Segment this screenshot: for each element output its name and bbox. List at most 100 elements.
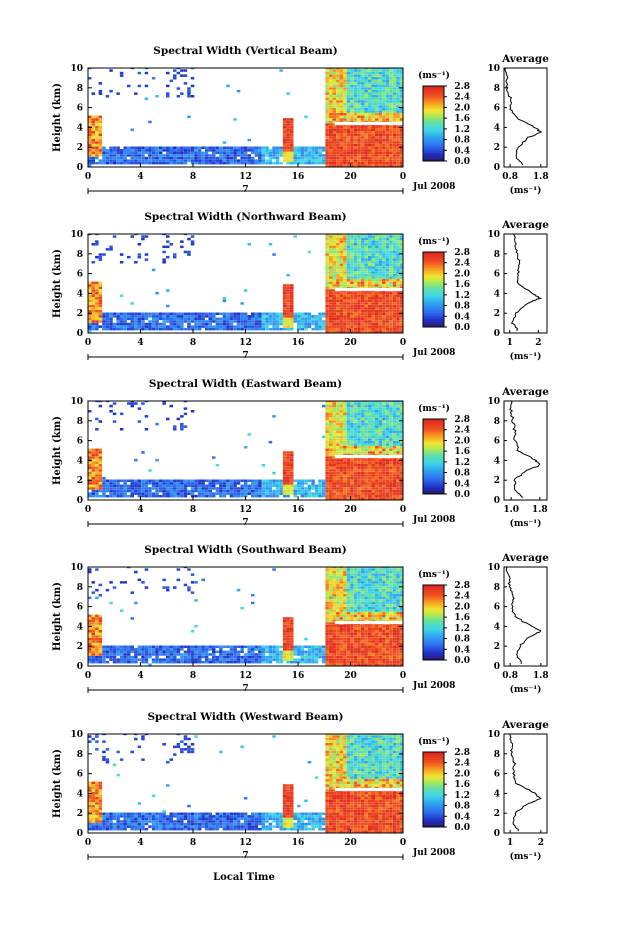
heatmap-cell bbox=[88, 302, 92, 305]
heatmap-cell bbox=[272, 327, 276, 331]
heatmap-cell bbox=[396, 276, 400, 279]
heatmap-cell bbox=[127, 484, 131, 488]
heatmap-cell bbox=[360, 415, 365, 418]
heatmap-cell bbox=[116, 658, 120, 661]
heatmap-cell bbox=[353, 255, 358, 259]
heatmap-cell bbox=[173, 653, 177, 656]
heatmap-cell bbox=[95, 660, 99, 664]
heatmap-cell bbox=[318, 494, 322, 498]
heatmap-cell bbox=[105, 248, 110, 251]
heatmap-cell bbox=[368, 489, 372, 493]
heatmap-cell bbox=[162, 660, 166, 664]
heatmap-cell bbox=[180, 74, 184, 77]
heatmap-cell bbox=[375, 128, 379, 131]
heatmap-cell bbox=[336, 131, 340, 134]
heatmap-cell bbox=[109, 69, 113, 72]
heatmap-cell bbox=[91, 474, 95, 477]
heatmap-cell bbox=[357, 307, 361, 310]
heatmap-cell bbox=[116, 484, 120, 488]
heatmap-cell bbox=[396, 107, 400, 111]
heatmap-cell bbox=[119, 645, 124, 648]
heatmap-cell bbox=[357, 315, 361, 318]
heatmap-cell bbox=[240, 315, 244, 318]
heatmap-cell bbox=[215, 479, 220, 482]
heatmap-cell bbox=[102, 327, 106, 331]
heatmap-cell bbox=[364, 420, 368, 423]
heatmap-cell bbox=[268, 154, 273, 157]
heatmap-cell bbox=[116, 322, 120, 326]
heatmap-cell bbox=[343, 156, 347, 160]
heatmap-cell bbox=[321, 492, 326, 495]
heatmap-cell bbox=[396, 407, 400, 410]
heatmap-cell bbox=[88, 596, 92, 600]
heatmap-cell bbox=[134, 322, 138, 326]
heatmap-cell bbox=[88, 494, 92, 498]
heatmap-cell bbox=[144, 648, 149, 651]
heatmap-cell bbox=[91, 143, 95, 147]
heatmap-cell bbox=[346, 294, 351, 297]
heatmap-cell bbox=[389, 430, 393, 434]
heatmap-cell bbox=[364, 433, 368, 436]
heatmap-cell bbox=[329, 146, 333, 149]
heatmap-cell bbox=[375, 253, 379, 256]
heatmap-cell bbox=[282, 312, 287, 315]
heatmap-cell bbox=[290, 456, 294, 459]
heatmap-cell bbox=[88, 619, 92, 623]
colorbar-segment bbox=[423, 299, 444, 303]
heatmap-cell bbox=[368, 294, 372, 297]
heatmap-cell bbox=[254, 312, 259, 315]
heatmap-cell bbox=[173, 494, 177, 498]
heatmap-cell bbox=[396, 458, 400, 462]
heatmap-cell bbox=[357, 412, 361, 416]
heatmap-cell bbox=[112, 325, 117, 328]
heatmap-cell bbox=[95, 243, 99, 246]
heatmap-cell bbox=[190, 68, 195, 70]
heatmap-cell bbox=[346, 263, 351, 267]
heatmap-cell bbox=[183, 401, 188, 403]
heatmap-cell bbox=[339, 143, 344, 147]
heatmap-cell bbox=[392, 440, 397, 444]
heatmap-cell bbox=[339, 451, 344, 454]
heatmap-cell bbox=[307, 250, 312, 254]
heatmap-cell bbox=[368, 430, 372, 434]
heatmap-cell bbox=[290, 156, 294, 160]
heatmap-cell bbox=[233, 489, 237, 493]
heatmap-cell bbox=[187, 89, 191, 93]
heatmap-cell bbox=[236, 492, 241, 495]
heatmap-cell bbox=[329, 484, 333, 488]
heatmap-cell bbox=[329, 271, 333, 274]
heatmap-cell bbox=[155, 315, 159, 318]
heatmap-cell bbox=[385, 266, 390, 269]
heatmap-cell bbox=[173, 156, 177, 160]
heatmap-cell bbox=[329, 234, 333, 236]
heatmap-cell bbox=[385, 128, 390, 131]
heatmap-cell bbox=[187, 156, 191, 160]
heatmap-cell bbox=[350, 89, 354, 93]
heatmap-cell bbox=[392, 268, 397, 272]
heatmap-cell bbox=[392, 276, 397, 279]
heatmap-cell bbox=[368, 271, 372, 274]
heatmap-cell bbox=[233, 320, 237, 323]
heatmap-cell bbox=[130, 327, 134, 331]
heatmap-cell bbox=[243, 446, 248, 449]
heatmap-cell bbox=[375, 307, 379, 310]
heatmap-cell bbox=[215, 312, 220, 315]
heatmap-cell bbox=[360, 453, 365, 457]
colorbar-segment bbox=[423, 425, 444, 428]
heatmap-cell bbox=[116, 92, 120, 95]
heatmap-cell bbox=[219, 494, 223, 498]
heatmap-cell bbox=[399, 268, 403, 272]
heatmap-cell bbox=[360, 297, 365, 300]
heatmap-cell bbox=[399, 422, 403, 426]
heatmap-cell bbox=[314, 487, 319, 490]
heatmap-cell bbox=[336, 253, 340, 256]
heatmap-cell bbox=[378, 402, 383, 405]
heatmap-cell bbox=[261, 312, 266, 315]
colorbar-segment bbox=[423, 262, 444, 265]
heatmap-cell bbox=[389, 453, 393, 457]
heatmap-cell bbox=[137, 151, 142, 155]
colorbar-tick-label: 2.8 bbox=[454, 248, 470, 258]
heatmap-cell bbox=[332, 87, 336, 90]
heatmap-cell bbox=[215, 464, 220, 467]
